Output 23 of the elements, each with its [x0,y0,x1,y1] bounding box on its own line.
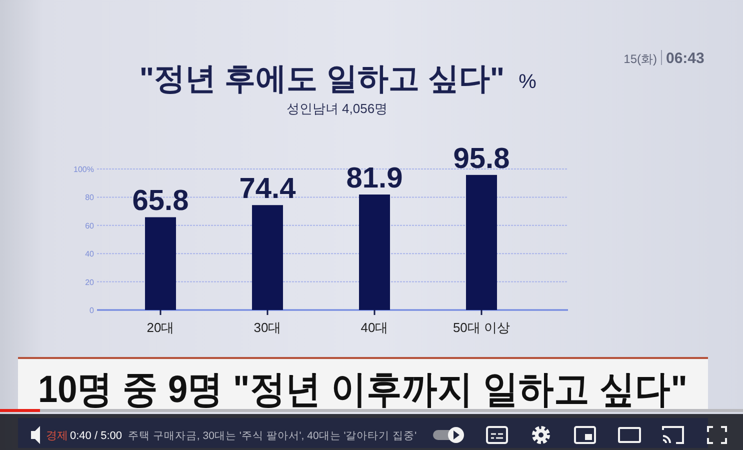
data-label: 81.9 [346,162,403,195]
text: 06:43 [666,50,704,67]
text: 15(화) [624,52,657,66]
chart-subtitle: 성인남녀 4,056명 [286,101,388,116]
y-tick-label: 60 [85,221,95,230]
text: 0:40 / 5:00 [70,430,122,442]
text: 경제 [46,430,68,442]
x-tick-label: 50대 이상 [452,320,510,335]
chart-title: "정년 후에도 일하고 싶다" [139,61,505,96]
y-tick-label: 80 [85,193,95,202]
y-tick-label: 0 [90,306,95,315]
x-tick-label: 40대 [360,320,388,335]
text: 주택 구매자금, 30대는 '주식 팔아서', 40대는 '갈아타기 집중' [128,430,417,442]
y-axis-title: % [518,71,537,93]
text: 10명 중 9명 "정년 이후까지 일하고 싶다" [38,368,688,410]
data-label: 95.8 [453,142,510,175]
data-label: 65.8 [132,185,189,218]
x-tick-label: 30대 [254,320,282,335]
y-tick-label: 40 [85,250,95,259]
y-tick-label: 20 [85,278,95,287]
y-tick-label: 100% [74,165,94,174]
data-label: 74.4 [239,173,296,206]
x-tick-label: 20대 [146,320,174,335]
